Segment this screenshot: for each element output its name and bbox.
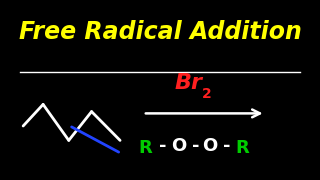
Text: -: -	[159, 137, 167, 155]
Text: O: O	[202, 137, 218, 155]
Text: O: O	[171, 137, 186, 155]
Text: R: R	[139, 139, 153, 157]
Text: Br: Br	[174, 73, 203, 93]
Text: 2: 2	[202, 87, 212, 101]
Text: Free Radical Addition: Free Radical Addition	[19, 20, 301, 44]
Text: -: -	[192, 137, 199, 155]
Text: -: -	[223, 137, 231, 155]
Text: R: R	[236, 139, 250, 157]
